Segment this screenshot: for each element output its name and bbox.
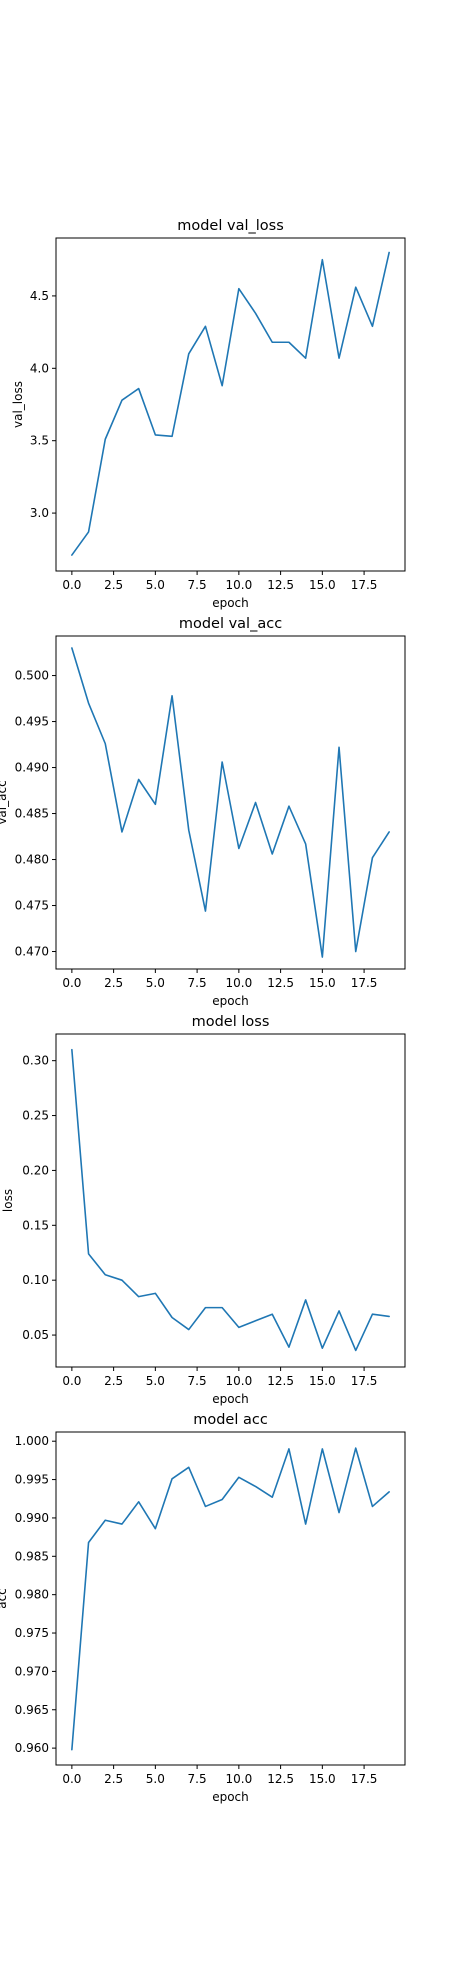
y-tick-label: 0.485 bbox=[15, 807, 49, 821]
series-line bbox=[71, 647, 390, 958]
x-tick-label: 12.5 bbox=[267, 1772, 294, 1786]
x-tick-label: 0.0 bbox=[62, 1772, 81, 1786]
y-tick-label: 0.30 bbox=[22, 1054, 49, 1068]
y-tick-label: 3.0 bbox=[30, 506, 49, 520]
x-tick-label: 15.0 bbox=[309, 1374, 336, 1388]
axes-frame bbox=[55, 635, 406, 970]
y-tick-label: 0.480 bbox=[15, 853, 49, 867]
x-axis-ticks: 0.0 2.5 5.0 7.5 10.0 12.5 15.0 17.5 bbox=[62, 1367, 377, 1388]
y-tick-label: 0.985 bbox=[15, 1549, 49, 1563]
y-tick-label: 0.490 bbox=[15, 761, 49, 775]
series-line bbox=[71, 1048, 390, 1352]
y-tick-label: 0.10 bbox=[22, 1273, 49, 1287]
y-tick-label: 0.500 bbox=[15, 669, 49, 683]
y-axis-label: loss bbox=[1, 1189, 15, 1212]
axes-frame bbox=[55, 237, 406, 572]
y-tick-label: 3.5 bbox=[30, 434, 49, 448]
y-tick-label: 4.5 bbox=[30, 289, 49, 303]
x-tick-label: 17.5 bbox=[351, 1374, 378, 1388]
y-tick-label: 0.470 bbox=[15, 945, 49, 959]
x-axis-ticks: 0.0 2.5 5.0 7.5 10.0 12.5 15.0 17.5 bbox=[62, 1765, 377, 1786]
y-tick-label: 0.475 bbox=[15, 899, 49, 913]
x-tick-label: 2.5 bbox=[104, 976, 123, 990]
x-tick-label: 7.5 bbox=[188, 1772, 207, 1786]
y-tick-label: 0.495 bbox=[15, 715, 49, 729]
x-tick-label: 10.0 bbox=[225, 976, 252, 990]
x-axis-label: epoch bbox=[212, 1790, 249, 1804]
x-axis-label: epoch bbox=[212, 596, 249, 610]
x-tick-label: 7.5 bbox=[188, 976, 207, 990]
y-tick-label: 0.990 bbox=[15, 1511, 49, 1525]
x-axis-ticks: 0.0 2.5 5.0 7.5 10.0 12.5 15.0 17.5 bbox=[62, 969, 377, 990]
y-axis-ticks: 3.0 3.5 4.0 4.5 bbox=[30, 289, 56, 520]
y-axis-ticks: 0.960 0.965 0.970 0.975 0.980 0.985 0.990 0.995… bbox=[15, 1434, 56, 1755]
x-tick-label: 7.5 bbox=[188, 578, 207, 592]
chart-title: model acc bbox=[193, 1412, 268, 1428]
y-tick-label: 0.960 bbox=[15, 1741, 49, 1755]
x-axis-ticks: 0.0 2.5 5.0 7.5 10.0 12.5 15.0 17.5 bbox=[62, 571, 377, 592]
y-tick-label: 0.15 bbox=[22, 1218, 49, 1232]
chart-val-loss: model val_loss epoch val_loss 0.0 2.5 5.0 7… bbox=[11, 218, 406, 610]
x-tick-label: 12.5 bbox=[267, 578, 294, 592]
chart-title: model val_acc bbox=[179, 616, 282, 632]
x-tick-label: 17.5 bbox=[351, 1772, 378, 1786]
x-tick-label: 15.0 bbox=[309, 1772, 336, 1786]
y-tick-label: 1.000 bbox=[15, 1434, 49, 1448]
x-tick-label: 5.0 bbox=[146, 1772, 165, 1786]
y-tick-label: 0.965 bbox=[15, 1703, 49, 1717]
x-tick-label: 17.5 bbox=[351, 578, 378, 592]
y-tick-label: 0.975 bbox=[15, 1626, 49, 1640]
chart-acc: model acc epoch acc 0.0 2.5 5.0 7.5 10.0 12.5… bbox=[0, 1412, 406, 1804]
x-tick-label: 0.0 bbox=[62, 1374, 81, 1388]
series-line bbox=[71, 251, 390, 556]
x-tick-label: 2.5 bbox=[104, 1772, 123, 1786]
y-axis-ticks: 0.470 0.475 0.480 0.485 0.490 0.495 0.500 bbox=[15, 669, 56, 959]
x-axis-label: epoch bbox=[212, 1392, 249, 1406]
y-tick-label: 0.20 bbox=[22, 1163, 49, 1177]
y-axis-label: val_acc bbox=[0, 780, 9, 824]
x-tick-label: 15.0 bbox=[309, 976, 336, 990]
y-axis-label: val_loss bbox=[11, 381, 25, 428]
axes-frame bbox=[55, 1431, 406, 1766]
chart-title: model val_loss bbox=[177, 218, 284, 234]
x-axis-label: epoch bbox=[212, 994, 249, 1008]
x-tick-label: 10.0 bbox=[225, 1374, 252, 1388]
x-tick-label: 7.5 bbox=[188, 1374, 207, 1388]
y-tick-label: 0.05 bbox=[22, 1328, 49, 1342]
series-line bbox=[71, 1447, 390, 1751]
y-axis-ticks: 0.05 0.10 0.15 0.20 0.25 0.30 bbox=[22, 1054, 56, 1342]
chart-val-acc: model val_acc epoch val_acc 0.0 2.5 5.0 7.5… bbox=[0, 616, 406, 1008]
chart-title: model loss bbox=[192, 1014, 270, 1030]
x-tick-label: 17.5 bbox=[351, 976, 378, 990]
axes-frame bbox=[55, 1033, 406, 1368]
x-tick-label: 2.5 bbox=[104, 1374, 123, 1388]
chart-loss: model loss epoch loss 0.0 2.5 5.0 7.5 10.0 12… bbox=[1, 1014, 406, 1406]
y-tick-label: 0.995 bbox=[15, 1473, 49, 1487]
x-tick-label: 5.0 bbox=[146, 1374, 165, 1388]
x-tick-label: 0.0 bbox=[62, 976, 81, 990]
y-tick-label: 4.0 bbox=[30, 361, 49, 375]
y-tick-label: 0.980 bbox=[15, 1588, 49, 1602]
x-tick-label: 0.0 bbox=[62, 578, 81, 592]
x-tick-label: 5.0 bbox=[146, 578, 165, 592]
y-tick-label: 0.970 bbox=[15, 1664, 49, 1678]
x-tick-label: 10.0 bbox=[225, 1772, 252, 1786]
x-tick-label: 5.0 bbox=[146, 976, 165, 990]
x-tick-label: 12.5 bbox=[267, 1374, 294, 1388]
x-tick-label: 12.5 bbox=[267, 976, 294, 990]
y-axis-label: acc bbox=[0, 1588, 9, 1609]
y-tick-label: 0.25 bbox=[22, 1109, 49, 1123]
x-tick-label: 2.5 bbox=[104, 578, 123, 592]
x-tick-label: 10.0 bbox=[225, 578, 252, 592]
x-tick-label: 15.0 bbox=[309, 578, 336, 592]
